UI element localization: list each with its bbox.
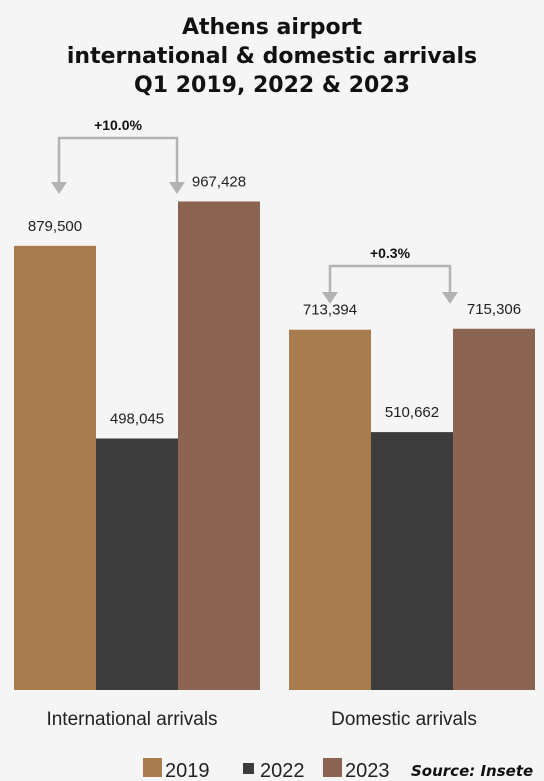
bar-2023-domestic	[453, 328, 535, 690]
bar-2019-international	[14, 245, 96, 691]
annotation-international: +10.0%	[51, 117, 185, 194]
legend-swatch	[143, 758, 162, 777]
bar-2022-international	[96, 438, 178, 690]
bar-2019-domestic	[289, 329, 371, 690]
value-label-2023-international: 967,428	[192, 173, 246, 190]
title-line-3: Q1 2019, 2022 & 2023	[134, 73, 410, 98]
legend: 2019 2022 2023	[143, 758, 390, 781]
chart-title: Athens airport international & domestic a…	[67, 15, 477, 98]
change-annotations: +10.0% +0.3%	[51, 117, 458, 304]
legend-item-2023: 2023	[323, 758, 390, 781]
annotation-bracket	[57, 136, 179, 184]
annotation-arrow-icon	[442, 292, 458, 304]
annotation-arrow-icon	[51, 182, 67, 194]
annotation-arrow-icon	[169, 182, 185, 194]
legend-swatch	[323, 758, 342, 777]
title-line-2: international & domestic arrivals	[67, 44, 477, 69]
category-label-international: International arrivals	[46, 709, 217, 730]
annotation-arrow-icon	[322, 292, 338, 304]
annotation-text: +10.0%	[94, 117, 142, 133]
annotation-text: +0.3%	[370, 245, 411, 261]
value-labels: 879,500 498,045 967,428 713,394 510,662 715,3…	[28, 173, 521, 427]
value-label-2019-international: 879,500	[28, 218, 82, 235]
annotation-bracket	[328, 264, 452, 294]
legend-label: 2023	[345, 760, 390, 781]
legend-item-2022: 2022	[243, 760, 305, 781]
title-line-1: Athens airport	[182, 15, 362, 40]
bars	[14, 201, 535, 691]
legend-swatch	[243, 763, 254, 774]
value-label-2023-domestic: 715,306	[467, 301, 521, 318]
category-labels: International arrivals Domestic arrivals	[46, 709, 476, 730]
value-label-2022-domestic: 510,662	[385, 404, 439, 421]
value-label-2022-international: 498,045	[110, 410, 164, 427]
legend-item-2019: 2019	[143, 758, 210, 781]
value-label-2019-domestic: 713,394	[303, 302, 357, 319]
source-note: Source: Insete	[411, 762, 533, 780]
bar-2023-international	[178, 201, 260, 690]
category-label-domestic: Domestic arrivals	[331, 709, 477, 730]
legend-label: 2019	[165, 760, 210, 781]
bar-2022-domestic	[371, 432, 453, 690]
annotation-domestic: +0.3%	[322, 245, 458, 304]
legend-label: 2022	[260, 760, 305, 781]
